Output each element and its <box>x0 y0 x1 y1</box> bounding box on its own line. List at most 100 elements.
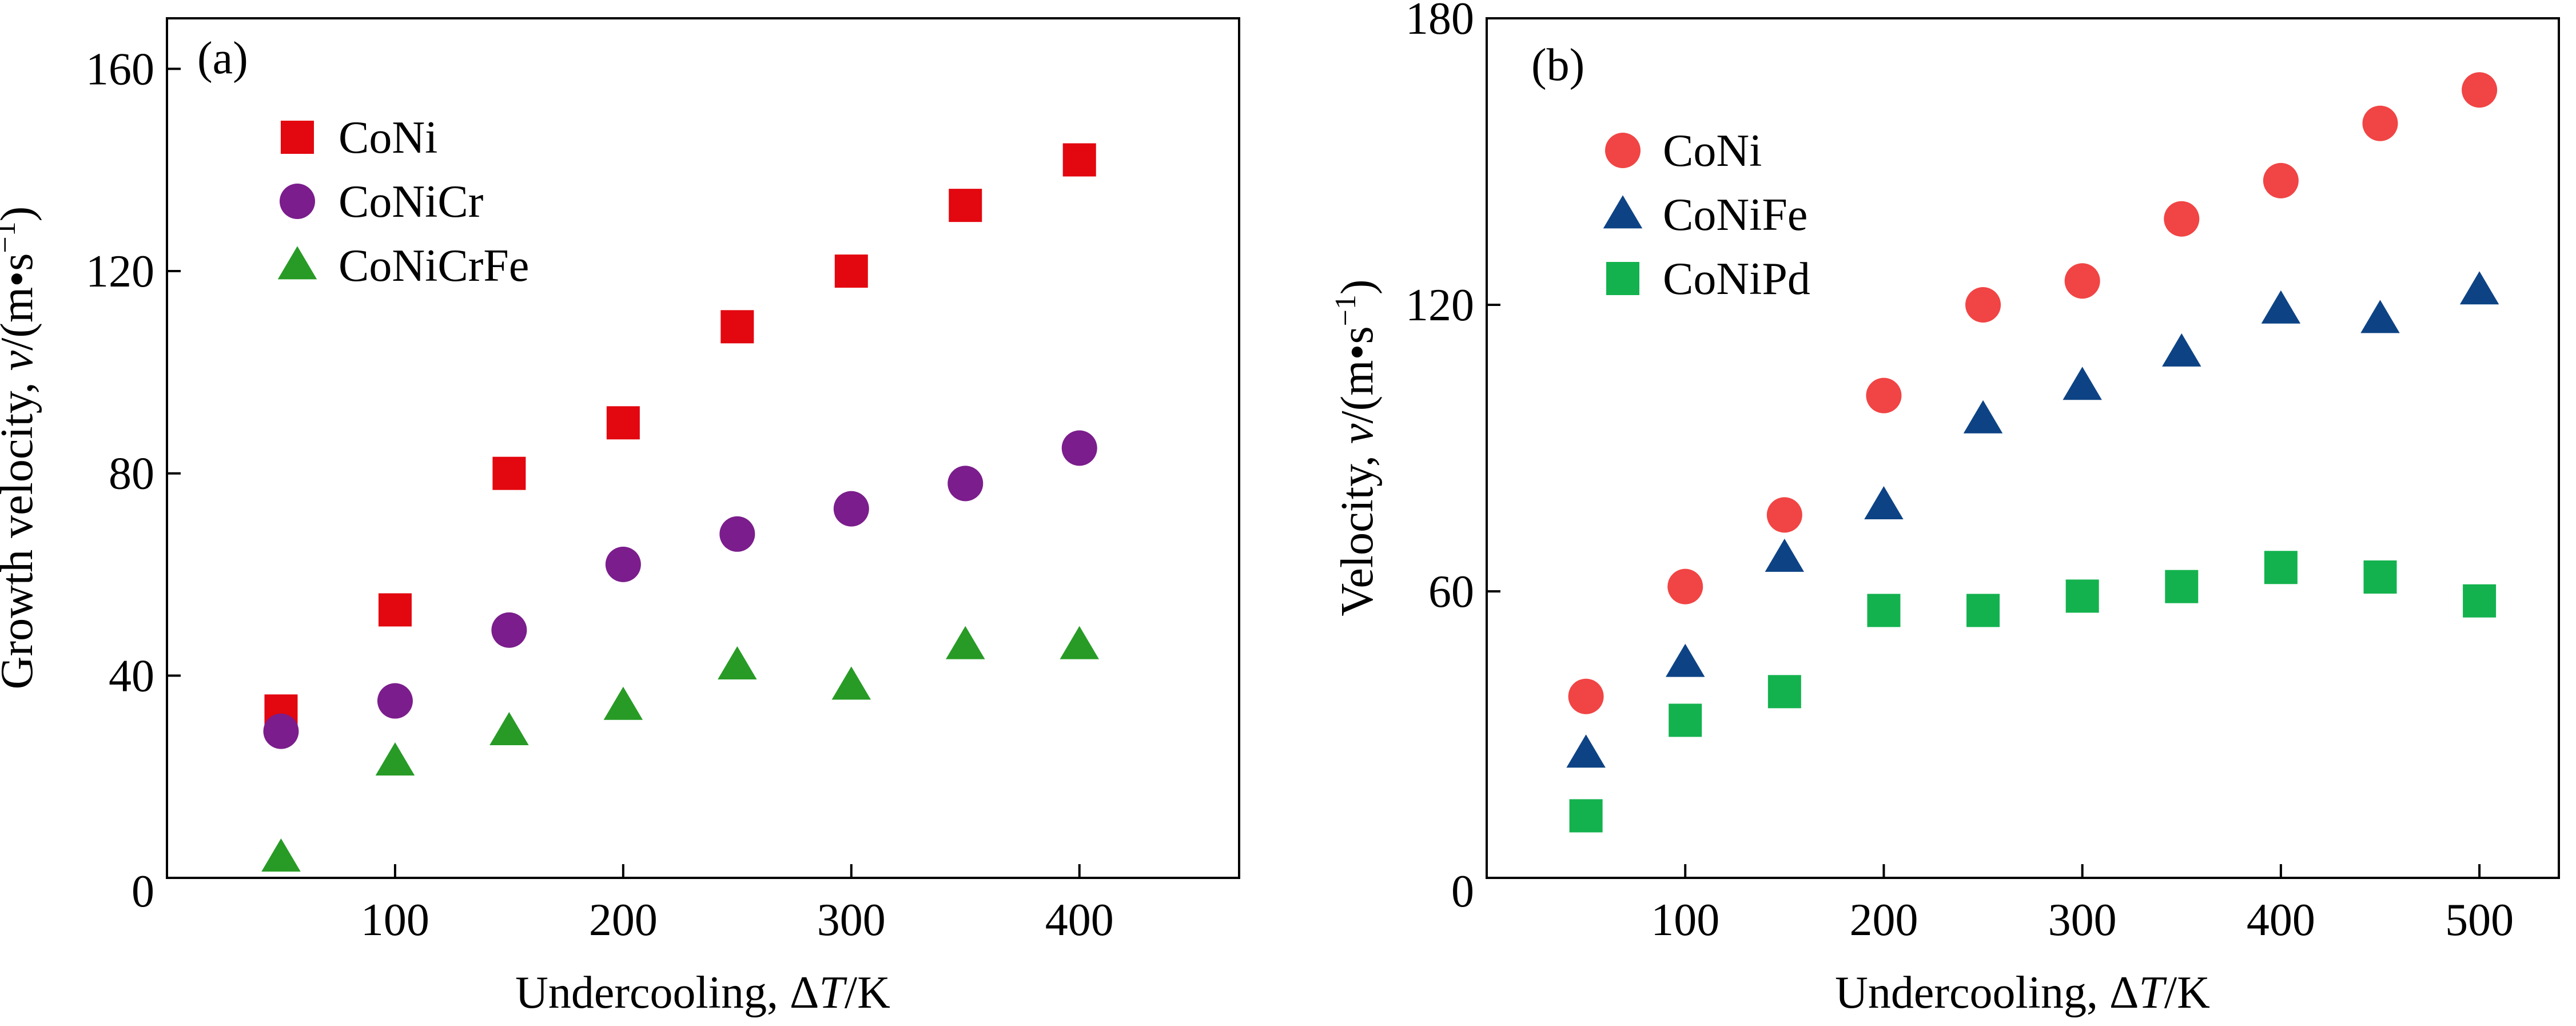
origin-label: 0 <box>1451 866 1474 917</box>
x-axis-label-suffix: /K <box>2164 968 2210 1018</box>
x-axis-label-var: T <box>2139 968 2167 1018</box>
data-point-conicr <box>833 491 869 527</box>
data-point-conicr <box>719 516 755 552</box>
data-point-conicrfe <box>831 666 871 700</box>
data-point-coni <box>2462 72 2498 108</box>
y-tick-label: 180 <box>1406 0 1474 44</box>
panel-label: (b) <box>1531 40 1584 90</box>
x-axis-label-delta: Δ <box>2109 968 2139 1018</box>
data-point-conipd <box>2363 560 2397 594</box>
data-point-conicr <box>263 713 299 749</box>
y-axis-label-suffix: ) <box>0 206 42 222</box>
data-point-conife <box>2261 290 2301 324</box>
series-conicrfe <box>261 626 1099 872</box>
x-tick-label: 500 <box>2445 895 2514 945</box>
x-tick-label: 200 <box>1849 895 1918 945</box>
x-tick-label: 200 <box>589 895 658 945</box>
x-tick-label: 300 <box>817 895 886 945</box>
y-tick-label: 120 <box>1406 280 1474 331</box>
data-point-conicr <box>947 466 984 502</box>
x-tick-label: 400 <box>1045 895 1114 945</box>
data-point-conicr <box>1061 430 1097 466</box>
data-point-conicr <box>605 546 641 582</box>
legend-marker-conicrfe <box>277 246 317 280</box>
data-point-conife <box>2162 333 2201 367</box>
series-coni <box>1568 72 2498 714</box>
data-point-coni <box>1062 143 1096 177</box>
legend-label: CoNiCrFe <box>339 241 529 291</box>
data-point-conipd <box>2165 570 2199 603</box>
data-point-conicrfe <box>1060 626 1099 659</box>
y-axis-label-suffix: ) <box>1332 279 1383 295</box>
data-point-conipd <box>1867 594 1901 627</box>
data-point-conipd <box>1767 675 1801 709</box>
x-axis-label-var: T <box>819 968 847 1018</box>
x-tick-label: 400 <box>2247 895 2315 945</box>
x-axis-label: Undercooling, ΔT/K <box>1835 968 2210 1018</box>
legend-marker-coni <box>1605 133 1641 168</box>
panel-a: 100 200 300 400 40 80 120 160 0 (a) Undercooling, … <box>0 17 1240 1018</box>
data-point-conife <box>1963 400 2003 434</box>
legend-label: CoNiCr <box>339 177 483 227</box>
data-point-coni <box>1766 497 1802 533</box>
data-point-coni <box>378 593 412 627</box>
x-tick-label: 100 <box>361 895 429 945</box>
data-point-coni <box>2164 201 2200 237</box>
data-point-conicrfe <box>375 742 415 776</box>
y-axis-label: Growth velocity, v/(m•s−1) <box>0 206 42 690</box>
data-point-coni <box>2064 263 2100 299</box>
panel-label: (a) <box>197 33 248 83</box>
y-axis-label-mid: /(m•s <box>0 253 42 351</box>
data-point-conicr <box>377 683 413 719</box>
legend-label: CoNi <box>339 113 437 163</box>
data-point-conicr <box>491 612 527 648</box>
legend: CoNi CoNiCr CoNiCrFe <box>277 113 529 291</box>
data-point-conife <box>1566 734 1606 768</box>
data-point-conicrfe <box>946 626 985 659</box>
plot-frame <box>1486 17 2560 879</box>
plot-frame <box>166 17 1240 879</box>
data-point-conife <box>2459 271 2499 305</box>
data-point-coni <box>2263 162 2299 198</box>
data-point-conife <box>2360 300 2400 333</box>
data-point-conicrfe <box>718 646 757 680</box>
y-axis-label-prefix: Velocity, <box>1332 444 1383 616</box>
data-point-coni <box>834 254 868 288</box>
data-point-coni <box>1965 287 2001 323</box>
x-axis-label-delta: Δ <box>790 968 819 1018</box>
legend-marker-conicr <box>280 184 315 219</box>
y-axis-label-var: v <box>1332 423 1383 444</box>
y-tick-label: 60 <box>1428 567 1474 617</box>
data-point-coni <box>2362 105 2398 141</box>
series-conicr <box>263 430 1097 749</box>
x-axis-label: Undercooling, ΔT/K <box>515 968 890 1018</box>
data-point-conife <box>1864 486 1904 520</box>
data-point-conife <box>2063 367 2102 400</box>
data-point-conipd <box>1669 703 1702 737</box>
y-axis-label: Velocity, v/(m•s−1) <box>1329 279 1383 616</box>
data-point-conicrfe <box>261 838 301 872</box>
data-point-coni <box>1667 568 1703 605</box>
y-tick-label: 80 <box>109 449 154 499</box>
legend: CoNi CoNiFe CoNiPd <box>1603 126 1810 304</box>
data-point-conipd <box>1966 594 2000 627</box>
y-tick-label: 120 <box>86 246 154 297</box>
y-tick-label: 160 <box>86 44 154 94</box>
data-point-conife <box>1666 643 1705 677</box>
y-axis-label-mid: /(m•s <box>1332 326 1383 423</box>
origin-label: 0 <box>132 866 154 917</box>
y-axis-label-sup: −1 <box>1329 295 1362 326</box>
x-axis-label-prefix: Undercooling, <box>515 968 790 1018</box>
data-point-conipd <box>2264 551 2298 584</box>
legend-label: CoNi <box>1663 126 1762 176</box>
x-tick-label: 300 <box>2048 895 2117 945</box>
x-axis-label-prefix: Undercooling, <box>1835 968 2109 1018</box>
data-point-coni <box>720 310 754 344</box>
x-tick-label: 100 <box>1651 895 1719 945</box>
data-point-coni <box>606 406 640 440</box>
legend-marker-coni <box>281 121 314 154</box>
y-axis-label-prefix: Growth velocity, <box>0 371 42 689</box>
legend-marker-conife <box>1603 195 1643 229</box>
